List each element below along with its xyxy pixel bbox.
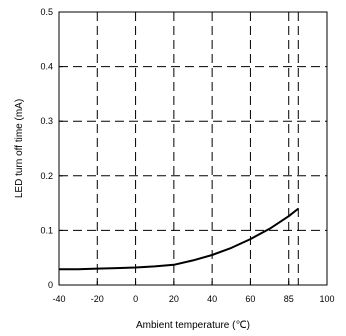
y-tick-label: 0.5	[40, 7, 53, 17]
x-tick-label: 60	[245, 294, 255, 304]
y-tick-label: 0	[48, 280, 53, 290]
x-tick-label: 20	[169, 294, 179, 304]
x-tick-label: -40	[52, 294, 65, 304]
x-tick-label: 85	[284, 294, 294, 304]
x-tick-label: -20	[91, 294, 104, 304]
series-layer	[59, 207, 299, 271]
y-axis-title: LED turn off time (mA)	[14, 99, 25, 198]
y-tick-label: 0.4	[40, 62, 53, 72]
y-tick-label: 0.1	[40, 225, 53, 235]
x-tick-label: 100	[319, 294, 334, 304]
plot-frame	[58, 11, 328, 286]
series-line	[59, 207, 299, 271]
y-tick-label: 0.3	[40, 116, 53, 126]
ticks-layer: -40 -20 0 20 40 60 85 100 0 0.1 0.2 0.3 0.4 0.5	[40, 7, 334, 304]
x-axis-title: Ambient temperature (℃)	[136, 320, 250, 331]
y-tick-label: 0.2	[40, 171, 53, 181]
x-tick-label: 40	[207, 294, 217, 304]
grid-layer	[59, 12, 327, 285]
x-tick-label: 0	[133, 294, 138, 304]
